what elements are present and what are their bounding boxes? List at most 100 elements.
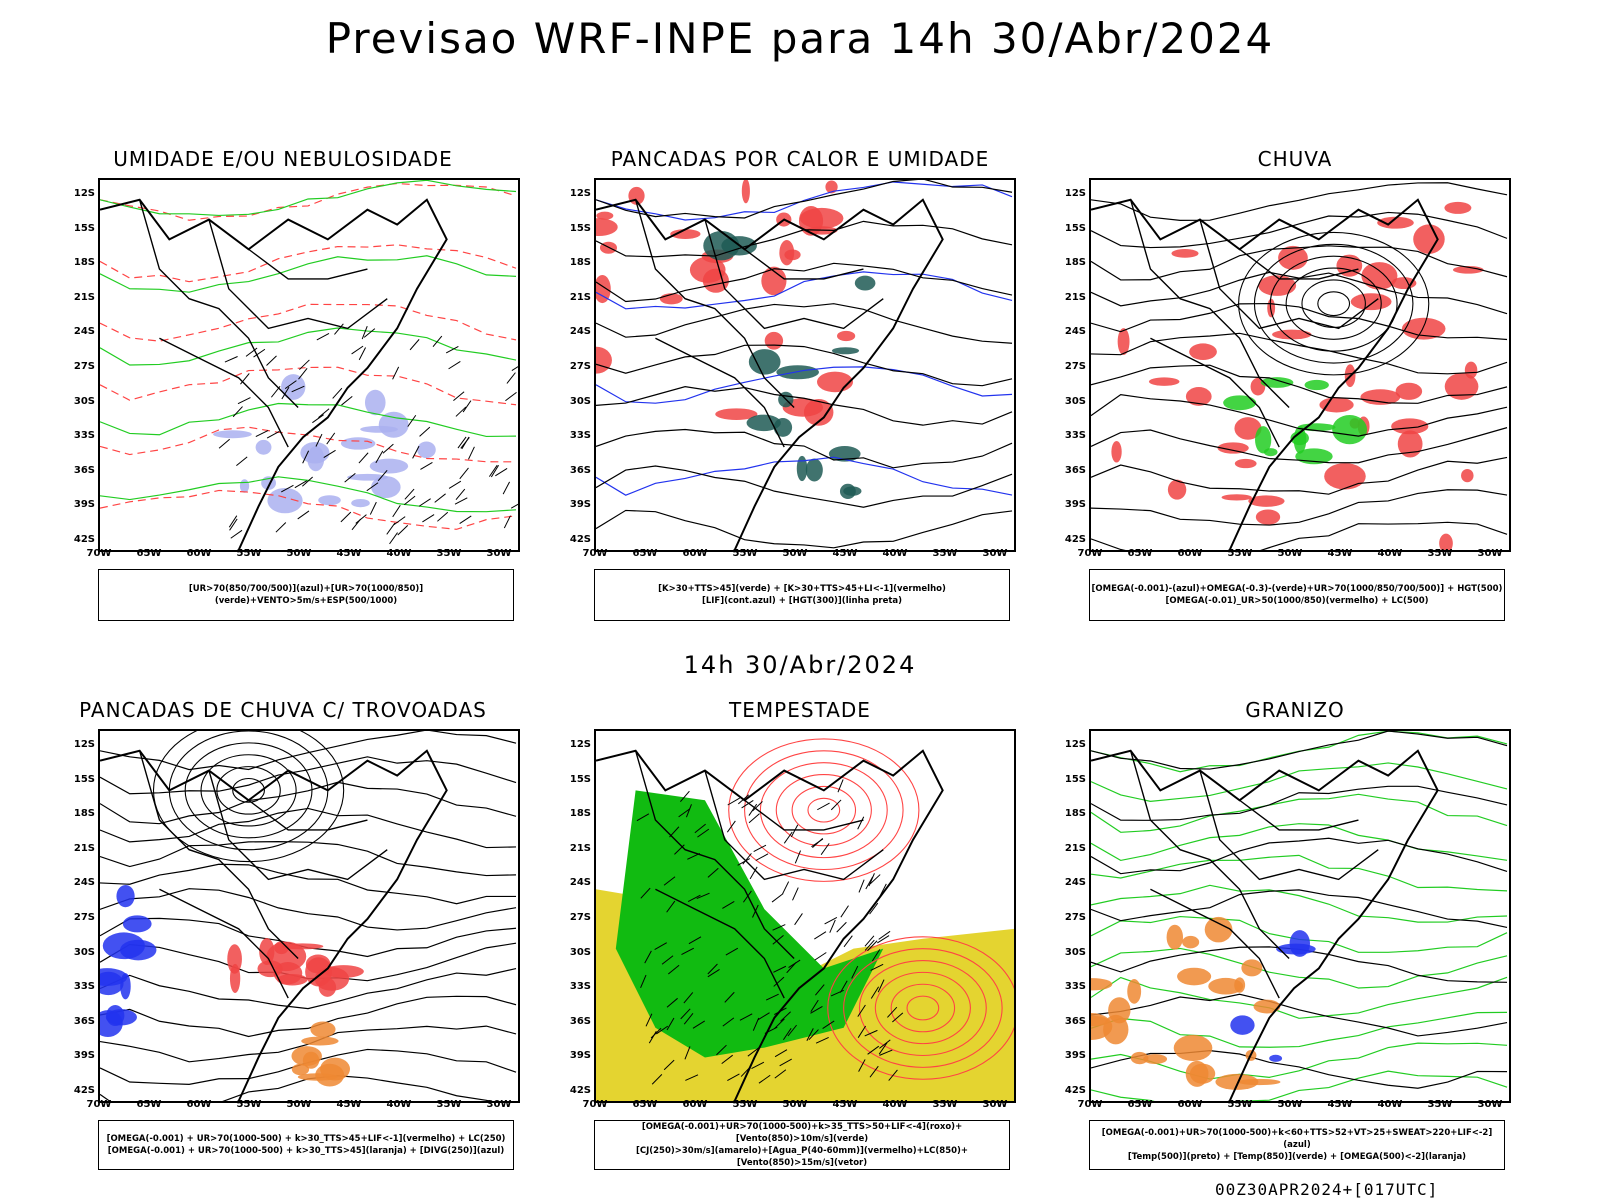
wind-vector bbox=[870, 963, 884, 971]
legend-line: [OMEGA(-0.01)_UR>50(1000/850)(vermelho) … bbox=[1165, 596, 1429, 606]
map-canvas bbox=[100, 180, 518, 550]
wind-vector bbox=[747, 1047, 760, 1057]
shaded-area bbox=[1267, 298, 1276, 318]
shaded-area bbox=[1290, 431, 1309, 446]
lat-tick-label: 36S bbox=[73, 1015, 95, 1027]
wind-vector bbox=[692, 1020, 706, 1029]
isoline bbox=[596, 180, 1013, 219]
isoline bbox=[100, 756, 517, 795]
isoline bbox=[1091, 947, 1508, 989]
isoline bbox=[1091, 762, 1508, 802]
shaded-area bbox=[1166, 924, 1184, 950]
wind-vector bbox=[666, 997, 678, 1008]
legend-line: [OMEGA(-0.001) + UR>70(1000-500) + k>30_… bbox=[107, 1146, 505, 1156]
wind-vector bbox=[448, 480, 462, 489]
isoline bbox=[1091, 993, 1508, 1037]
isoline bbox=[596, 465, 1013, 508]
isoline bbox=[1091, 884, 1508, 923]
wind-vector bbox=[749, 866, 758, 880]
isoline bbox=[100, 807, 517, 849]
isoline bbox=[1091, 271, 1508, 315]
shaded-area bbox=[1272, 329, 1312, 340]
wind-vector bbox=[332, 387, 343, 399]
wind-vector bbox=[794, 913, 803, 926]
lon-tick-label: 55W bbox=[1227, 548, 1253, 559]
wind-vector bbox=[340, 511, 352, 523]
wind-vector bbox=[375, 450, 384, 464]
isoline bbox=[1091, 521, 1508, 550]
wind-vector bbox=[361, 326, 368, 340]
isoline bbox=[100, 917, 517, 958]
wind-vector bbox=[392, 505, 401, 518]
wind-vector bbox=[488, 464, 498, 477]
isoline bbox=[1091, 1011, 1508, 1048]
shaded-area bbox=[831, 347, 860, 355]
wind-vector bbox=[403, 495, 416, 506]
wind-vector bbox=[640, 974, 647, 989]
shaded-area bbox=[764, 331, 784, 350]
wind-vector bbox=[741, 800, 754, 809]
lat-tick-label: 18S bbox=[73, 808, 95, 820]
shaded-area bbox=[689, 256, 726, 283]
isoline bbox=[596, 456, 1013, 496]
lat-tick-label: 21S bbox=[73, 842, 95, 854]
lat-tick-label: 27S bbox=[73, 361, 95, 372]
wind-vector bbox=[230, 529, 243, 539]
wind-vector bbox=[878, 930, 891, 940]
shaded-area bbox=[347, 473, 389, 481]
wind-vector bbox=[281, 484, 294, 493]
lon-tick-label: 50W bbox=[782, 1099, 808, 1110]
shaded-area bbox=[596, 274, 611, 304]
shaded-area bbox=[369, 458, 409, 474]
shaded-area bbox=[1391, 418, 1429, 435]
lon-tick-label: 40W bbox=[882, 548, 908, 559]
shaded-area bbox=[748, 349, 781, 375]
lat-tick-label: 12S bbox=[569, 188, 591, 199]
shaded-area bbox=[1377, 216, 1414, 229]
panel-legend: [OMEGA(-0.001) + UR>70(1000-500) + k>30_… bbox=[98, 1120, 514, 1170]
lon-tick-label: 40W bbox=[1377, 1099, 1403, 1110]
wind-vector bbox=[644, 950, 652, 964]
shaded-area bbox=[300, 441, 330, 464]
shaded-area bbox=[320, 1057, 351, 1081]
wind-vector bbox=[237, 397, 251, 405]
lat-tick-label: 39S bbox=[569, 499, 591, 511]
wind-vector bbox=[326, 432, 336, 445]
lon-tick-label: 70W bbox=[1077, 1099, 1103, 1110]
run-timestamp: 00Z30APR2024+[017UTC] bbox=[1215, 1180, 1439, 1199]
lat-tick-label: 21S bbox=[569, 291, 591, 303]
wind-vector bbox=[412, 445, 420, 459]
shaded-area bbox=[1395, 382, 1423, 400]
shaded-area bbox=[1255, 426, 1272, 454]
shaded-area bbox=[1397, 430, 1423, 458]
isoline bbox=[1091, 1070, 1508, 1101]
wind-vector bbox=[725, 947, 739, 956]
lon-tick-label: 60W bbox=[186, 548, 212, 559]
wind-vector bbox=[459, 467, 469, 480]
isoline bbox=[596, 366, 1013, 404]
shaded-area bbox=[122, 915, 152, 933]
lat-tick-label: 12S bbox=[73, 739, 95, 750]
wind-vector bbox=[298, 367, 308, 380]
wind-vector bbox=[661, 955, 674, 965]
shaded-area bbox=[670, 229, 701, 239]
wind-vector bbox=[454, 497, 468, 505]
shaded-area bbox=[281, 943, 324, 950]
wind-vector bbox=[772, 924, 786, 931]
wind-vector bbox=[253, 348, 266, 358]
shaded-area bbox=[371, 476, 401, 499]
lat-tick-label: 39S bbox=[569, 1050, 591, 1062]
wind-vector bbox=[685, 1074, 699, 1081]
wind-vector bbox=[636, 813, 650, 822]
wind-vector bbox=[422, 514, 435, 523]
lat-tick-label: 33S bbox=[1064, 430, 1086, 442]
coastline bbox=[100, 198, 448, 550]
wind-vector bbox=[666, 900, 676, 913]
wind-vector bbox=[351, 518, 361, 531]
wind-vector bbox=[389, 532, 398, 545]
wind-vector bbox=[806, 1028, 814, 1041]
lat-tick-label: 15S bbox=[73, 773, 95, 785]
map-canvas bbox=[1091, 182, 1508, 550]
lat-tick-label: 21S bbox=[569, 842, 591, 854]
shaded-area bbox=[1091, 1016, 1109, 1027]
